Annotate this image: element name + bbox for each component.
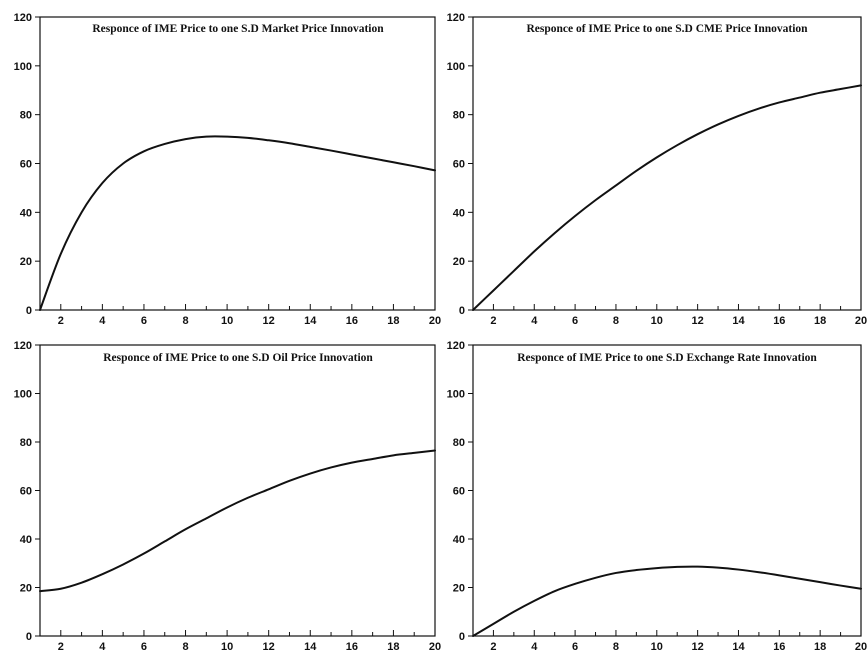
y-tick-label: 0 — [26, 631, 32, 643]
x-tick-label: 16 — [773, 641, 785, 653]
plot-frame — [39, 16, 436, 311]
x-tick-label: 6 — [141, 315, 147, 327]
chart-panel-4: Responce of IME Price to one S.D Exchang… — [447, 340, 867, 653]
y-tick-label: 40 — [453, 207, 465, 219]
response-line — [39, 449, 436, 593]
x-tick-label: 16 — [773, 315, 785, 327]
y-tick-label: 80 — [20, 437, 32, 449]
x-tick-label: 20 — [429, 641, 441, 653]
y-tick-label: 80 — [453, 437, 465, 449]
response-line — [39, 135, 436, 311]
chart-title: Responce of IME Price to one S.D CME Pri… — [526, 23, 808, 35]
x-tick-label: 16 — [346, 641, 358, 653]
chart-panel-3: Responce of IME Price to one S.D Oil Pri… — [14, 340, 441, 653]
x-tick-label: 14 — [304, 641, 317, 653]
x-tick-label: 10 — [651, 315, 663, 327]
x-tick-label: 8 — [613, 641, 619, 653]
y-tick-label: 20 — [20, 583, 32, 595]
x-tick-label: 12 — [263, 315, 275, 327]
y-tick-label: 80 — [453, 110, 465, 122]
x-tick-label: 18 — [814, 315, 826, 327]
y-tick-label: 60 — [453, 486, 465, 498]
y-tick-label: 20 — [453, 583, 465, 595]
x-tick-label: 20 — [429, 315, 441, 327]
y-tick-label: 40 — [20, 207, 32, 219]
x-tick-label: 14 — [304, 315, 317, 327]
plot-frame — [39, 344, 436, 637]
x-tick-label: 2 — [490, 315, 496, 327]
response-line — [472, 84, 862, 311]
x-tick-label: 8 — [182, 641, 188, 653]
x-tick-label: 4 — [531, 641, 538, 653]
y-tick-label: 120 — [14, 340, 32, 352]
x-tick-label: 2 — [58, 641, 64, 653]
y-tick-label: 40 — [20, 534, 32, 546]
chart-panel-1: Responce of IME Price to one S.D Market … — [14, 12, 441, 327]
x-tick-label: 4 — [99, 641, 106, 653]
y-tick-label: 20 — [20, 256, 32, 268]
x-tick-label: 2 — [490, 641, 496, 653]
x-tick-label: 18 — [814, 641, 826, 653]
y-tick-label: 120 — [14, 12, 32, 24]
x-tick-label: 10 — [221, 315, 233, 327]
y-tick-label: 100 — [14, 389, 32, 401]
x-tick-label: 6 — [572, 315, 578, 327]
x-tick-label: 4 — [99, 315, 106, 327]
x-tick-label: 12 — [263, 641, 275, 653]
y-tick-label: 0 — [459, 305, 465, 317]
plot-frame — [472, 16, 862, 311]
y-tick-label: 100 — [447, 61, 465, 73]
x-tick-label: 12 — [692, 641, 704, 653]
plot-frame — [472, 344, 862, 637]
x-tick-label: 8 — [182, 315, 188, 327]
x-tick-label: 6 — [141, 641, 147, 653]
x-tick-label: 10 — [221, 641, 233, 653]
x-tick-label: 6 — [572, 641, 578, 653]
y-tick-label: 20 — [453, 256, 465, 268]
y-tick-label: 100 — [14, 61, 32, 73]
y-tick-label: 0 — [459, 631, 465, 643]
x-tick-label: 18 — [387, 315, 399, 327]
x-tick-label: 18 — [387, 641, 399, 653]
y-tick-label: 60 — [453, 159, 465, 171]
x-tick-label: 2 — [58, 315, 64, 327]
x-tick-label: 20 — [855, 641, 867, 653]
chart-title: Responce of IME Price to one S.D Exchang… — [517, 352, 817, 364]
y-tick-label: 40 — [453, 534, 465, 546]
y-tick-label: 80 — [20, 110, 32, 122]
y-tick-label: 120 — [447, 12, 465, 24]
x-tick-label: 4 — [531, 315, 538, 327]
chart-title: Responce of IME Price to one S.D Market … — [92, 23, 384, 35]
x-tick-label: 14 — [732, 641, 745, 653]
y-tick-label: 100 — [447, 389, 465, 401]
y-tick-label: 120 — [447, 340, 465, 352]
y-tick-label: 0 — [26, 305, 32, 317]
x-tick-label: 20 — [855, 315, 867, 327]
x-tick-label: 16 — [346, 315, 358, 327]
y-tick-label: 60 — [20, 486, 32, 498]
chart-title: Responce of IME Price to one S.D Oil Pri… — [103, 352, 373, 364]
x-tick-label: 12 — [692, 315, 704, 327]
y-tick-label: 60 — [20, 159, 32, 171]
response-line — [472, 565, 862, 637]
x-tick-label: 14 — [732, 315, 745, 327]
x-tick-label: 10 — [651, 641, 663, 653]
chart-panel-2: Responce of IME Price to one S.D CME Pri… — [447, 12, 867, 327]
x-tick-label: 8 — [613, 315, 619, 327]
